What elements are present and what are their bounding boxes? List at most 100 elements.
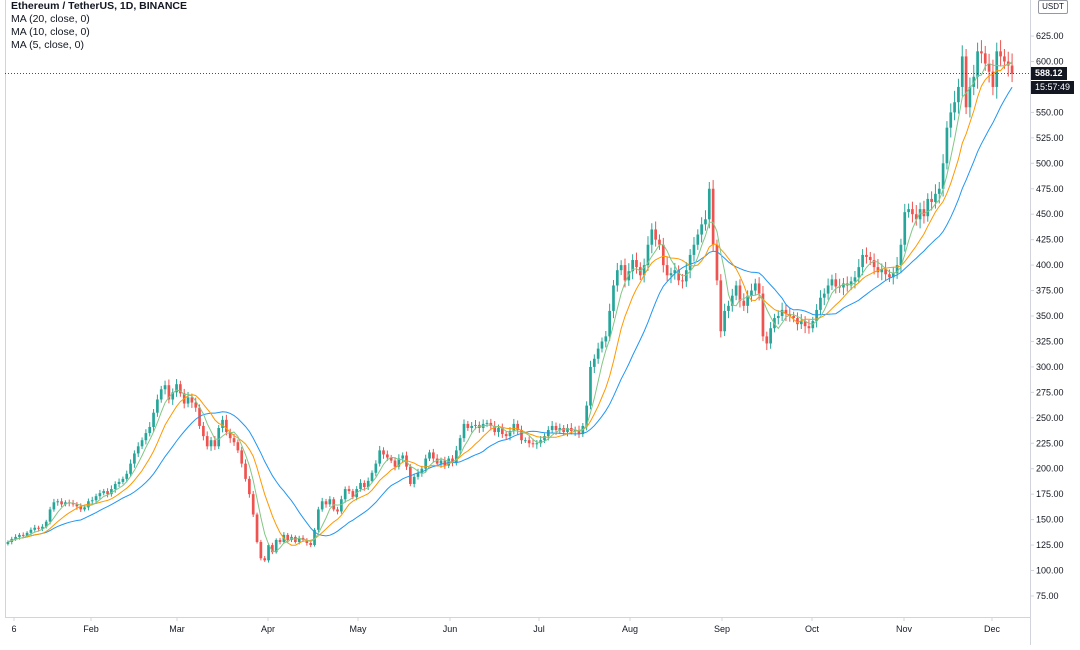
candle-body [113,483,117,490]
candle-body [121,478,125,482]
candle-body [995,51,999,87]
candle-body [888,274,891,278]
symbol-title[interactable]: Ethereum / TetherUS, 1D, BINANCE [11,0,188,12]
candle-body [907,209,910,213]
candle-body [278,539,282,542]
candle-body [194,402,198,408]
candle-body [110,489,113,495]
candle-body [577,430,581,435]
candle-body [608,310,611,337]
candle-body [83,507,86,510]
candle-body [248,478,251,495]
candle-body [842,283,845,288]
candle-body [880,269,884,273]
candle-body [363,482,366,488]
candle-body [976,51,979,77]
bar-countdown-badge: 15:57:49 [1031,81,1075,94]
x-tick-label: 6 [11,624,16,634]
y-tick-label: 300.00 [1036,362,1064,372]
candle-body [167,385,171,400]
candle-body [715,244,719,281]
candle-body [692,244,696,255]
candle-body [424,458,428,469]
candle-body [684,270,688,282]
candle-body [523,440,527,442]
candle-body [29,529,33,533]
candle-body [631,260,634,272]
candle-body [317,509,320,530]
candle-body [761,293,765,337]
candle-body [953,102,956,113]
candle-body [382,450,385,455]
candle-body [711,188,715,245]
candle-body [102,491,106,494]
candle-body [999,51,1002,57]
currency-label[interactable]: USDT [1038,0,1068,14]
candle-body [562,427,565,433]
candle-body [190,397,194,403]
x-tick-label: Sep [714,624,730,634]
ma20-legend[interactable]: MA (20, close, 0) [11,13,90,25]
candle-body [734,285,738,296]
ma5-legend[interactable]: MA (5, close, 0) [11,39,84,51]
candle-body [876,267,880,273]
candle-body [903,212,907,245]
candle-body [945,127,949,164]
ma20-line [7,86,1013,543]
candle-body [309,543,313,546]
candle-body [596,348,600,359]
y-tick-label: 75.00 [1036,591,1059,601]
candle-body [136,446,140,454]
candle-body [297,537,301,542]
candle-body [320,501,324,510]
last-price-badge: 588.12 [1031,67,1067,80]
candle-body [48,509,52,522]
candle-body [968,86,972,108]
candle-body [585,405,588,426]
candle-body [21,534,25,536]
candle-body [857,267,861,278]
candle-body [661,244,665,266]
candle-body [742,300,746,306]
candle-body [834,279,838,287]
candle-body [401,455,405,459]
ma10-legend[interactable]: MA (10, close, 0) [11,26,90,38]
y-tick-label: 625.00 [1036,31,1064,41]
candle-body [604,336,608,342]
candle-body [179,384,182,394]
candle-body [635,260,638,268]
candle-body [41,526,44,529]
y-tick-label: 250.00 [1036,413,1064,423]
candle-body [221,419,224,428]
candle-body [922,209,926,217]
candle-body [868,256,872,261]
candle-body [340,499,343,512]
candle-body [573,430,577,432]
candle-body [489,422,493,426]
x-tick-label: Nov [896,624,913,634]
candle-body [228,432,232,439]
candle-body [435,458,439,464]
candle-body [140,440,144,447]
candle-body [159,389,163,400]
candle-body [520,430,523,441]
candle-body [255,514,259,542]
candle-body [439,460,443,464]
candle-body [56,501,60,503]
candle-body [359,482,362,490]
candle-body [343,489,347,500]
candle-body [957,86,960,103]
candle-body [826,285,830,294]
candle-body [516,423,520,431]
candle-body [642,265,646,276]
candle-body [914,214,918,220]
candle-body [512,423,516,432]
x-tick-label: May [349,624,367,634]
candle-body [217,427,221,447]
candle-body [646,244,650,266]
candle-body [558,427,562,431]
candle-body [1003,56,1006,62]
candle-body [730,295,734,306]
